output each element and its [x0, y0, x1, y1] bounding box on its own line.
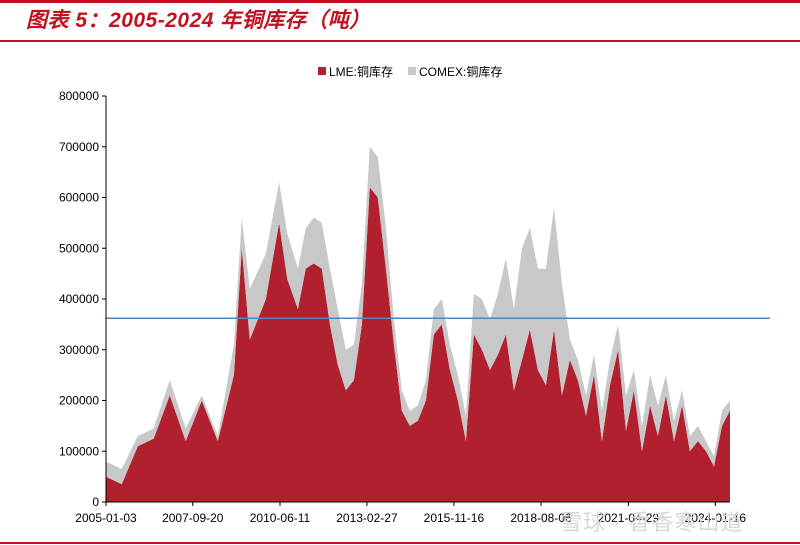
x-tick-label: 2010-06-11 — [250, 511, 311, 525]
x-tick-label: 2013-02-27 — [336, 511, 398, 525]
chart-axes: 0 100000 200000 300000 400000 500000 600000 700… — [59, 89, 746, 525]
stacked-areas — [105, 146, 731, 503]
x-tick-label: 2024-01-16 — [685, 511, 747, 525]
y-tick-label: 200000 — [59, 394, 99, 408]
y-tick-label: 300000 — [59, 343, 99, 357]
y-tick-label: 800000 — [59, 89, 99, 103]
chart-title: 图表 5：2005-2024 年铜库存（吨） — [26, 9, 371, 32]
legend-label-1: LME:铜库存 — [329, 64, 393, 79]
y-tick-label: 700000 — [59, 140, 99, 154]
legend-swatch-1 — [318, 67, 326, 75]
x-tick-label: 2005-01-03 — [75, 511, 137, 525]
y-tick-label: 400000 — [59, 292, 99, 306]
watermark: 雪球 · 香香寒山道 — [560, 510, 744, 535]
y-tick-label: 500000 — [59, 241, 99, 255]
series-area-1 — [105, 187, 731, 503]
chart-legend: LME:铜库存 COMEX:铜库存 — [318, 64, 502, 79]
x-tick-label: 2007-09-20 — [162, 511, 224, 525]
header-rule-top — [0, 0, 800, 3]
x-tick-label: 2015-11-16 — [424, 511, 485, 525]
x-tick-label: 2021-04-29 — [598, 511, 660, 525]
legend-label-2: COMEX:铜库存 — [419, 64, 502, 79]
y-tick-label: 100000 — [59, 444, 99, 458]
y-tick-label: 600000 — [59, 191, 99, 205]
footer-rule — [0, 542, 800, 544]
header-rule-bottom — [0, 40, 800, 42]
legend-swatch-2 — [408, 67, 416, 75]
series-area-2 — [105, 146, 731, 485]
x-tick-label: 2018-08-06 — [510, 511, 572, 525]
y-tick-label: 0 — [92, 495, 99, 509]
